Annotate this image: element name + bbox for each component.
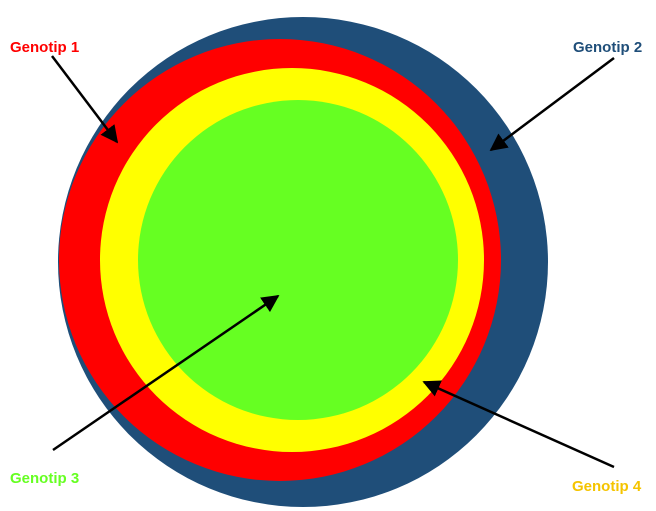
genotip2-arrow (489, 56, 615, 152)
genotip4-arrow (422, 380, 615, 469)
genotip3-arrow (52, 294, 280, 452)
genotip4-label: Genotip 4 (572, 478, 642, 495)
genotip1-label: Genotip 1 (10, 39, 79, 56)
genotip1-arrow (51, 55, 119, 144)
genotip3-label: Genotip 3 (10, 470, 79, 487)
genotip3-circle (138, 100, 458, 420)
genotip2-label: Genotip 2 (573, 39, 642, 56)
